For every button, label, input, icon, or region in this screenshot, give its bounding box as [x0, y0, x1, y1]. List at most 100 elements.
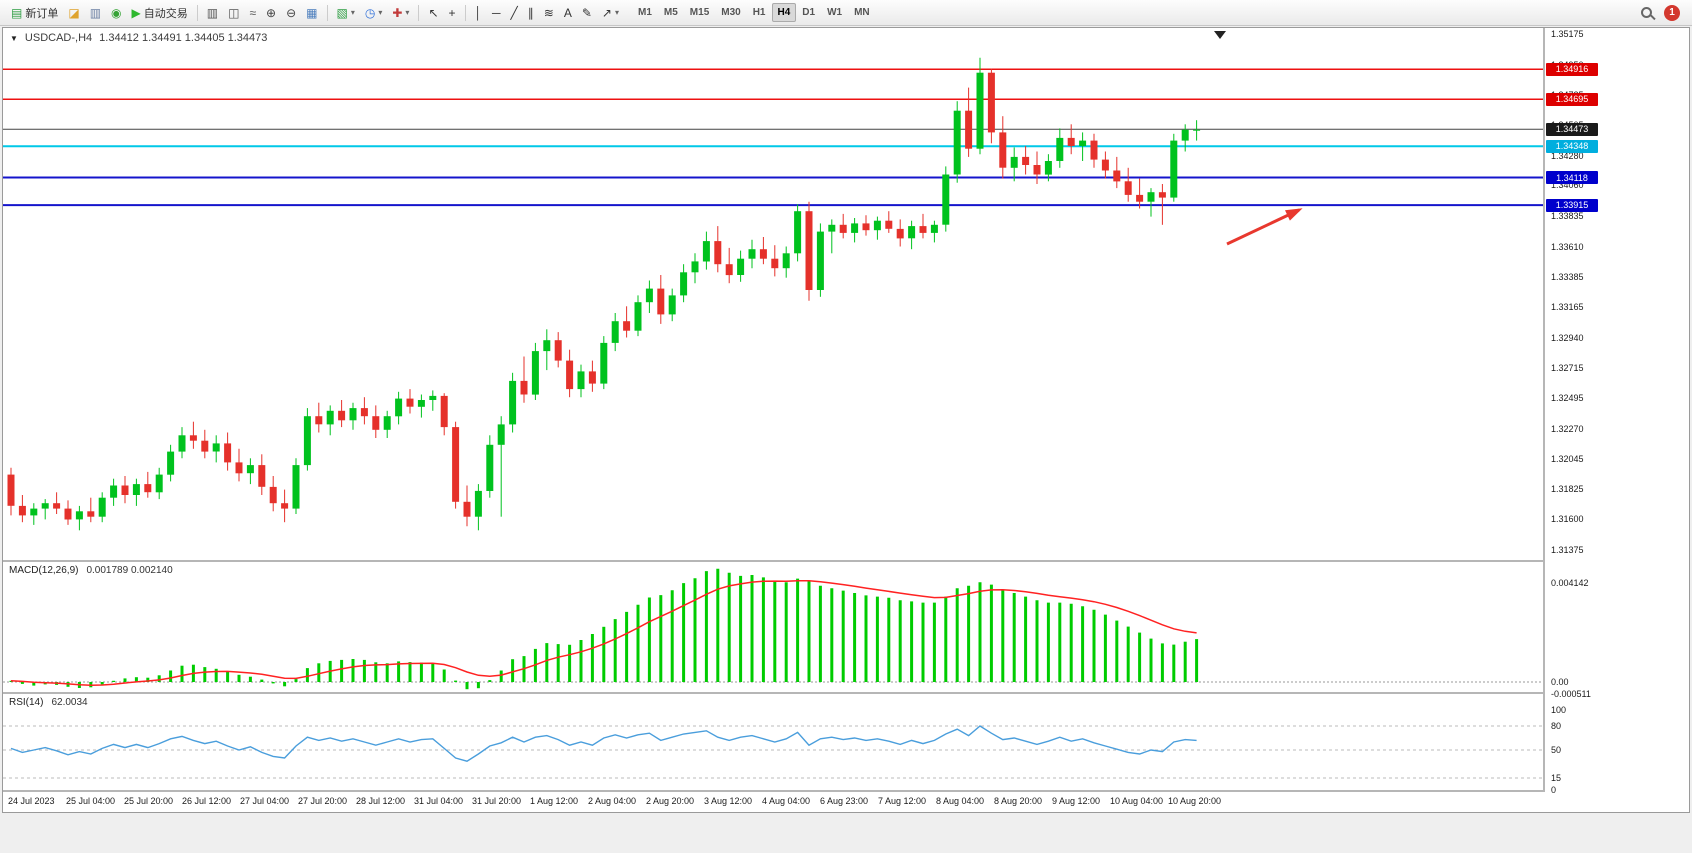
crosshair-button[interactable]: +	[444, 3, 461, 23]
channel-button[interactable]: ∥	[523, 3, 539, 23]
sound-alert-button[interactable]: ◉	[106, 3, 126, 23]
chart-header: ▼ USDCAD-,H4 1.34412 1.34491 1.34405 1.3…	[10, 32, 267, 44]
time-axis-label: 10 Aug 20:00	[1168, 796, 1222, 806]
line-chart-button[interactable]: ≈	[244, 3, 261, 23]
panel-separator[interactable]	[3, 692, 1689, 694]
rsi-value: 62.0034	[51, 697, 88, 708]
price-line-badge[interactable]: 1.34916	[1546, 62, 1598, 76]
rsi-axis-label: 100	[1551, 705, 1567, 715]
rsi-axis-label: 15	[1551, 773, 1562, 783]
time-axis-label: 2 Aug 04:00	[588, 796, 637, 806]
new-order-button[interactable]: ▤ 新订单	[6, 3, 63, 23]
time-axis-label: 27 Jul 04:00	[240, 796, 290, 806]
print-button[interactable]: ▥	[85, 3, 106, 23]
new-chart-icon: ▧	[336, 5, 348, 20]
timeframe-mn[interactable]: MN	[848, 3, 876, 22]
tile-windows-icon: ▦	[306, 5, 318, 20]
macd-panel[interactable]	[3, 562, 1543, 692]
axis-separator	[1543, 28, 1545, 792]
time-axis-label: 24 Jul 2023	[8, 796, 55, 806]
rsi-axis-label: 0	[1551, 785, 1557, 795]
toolbar-separator	[418, 4, 420, 21]
chart-profiles-button[interactable]: ◪	[63, 3, 84, 23]
notification-badge[interactable]: 1	[1664, 4, 1680, 21]
vertical-line-button[interactable]: │	[470, 3, 488, 23]
periods-button[interactable]: ◷ ▾	[360, 3, 388, 23]
trendline-button[interactable]: ╱	[506, 3, 523, 23]
macd-header: MACD(12,26,9) 0.001789 0.002140	[9, 565, 173, 576]
time-axis-label: 1 Aug 12:00	[530, 796, 579, 806]
auto-trading-button[interactable]: ▶ 自动交易	[127, 3, 193, 23]
toolbar-groups: ▤ 新订单 ◪ ▥ ◉ ▶ 自动交易 ▥ ◫ ≈ ⊕ ⊖ ▦ ▧ ▾ ◷ ▾ ✚ ▾ ↖ + │ ─ ╱ ∥ ≋ A ✎ ↗ ▾	[6, 3, 624, 23]
price-axis-label: 1.31375	[1551, 545, 1584, 555]
price-axis-label: 1.32495	[1551, 392, 1584, 403]
chevron-down-icon[interactable]: ▼	[10, 33, 18, 43]
price-line-badge[interactable]: 1.34118	[1546, 171, 1598, 184]
cursor-button[interactable]: ↖	[423, 3, 443, 23]
macd-label: MACD(12,26,9)	[9, 565, 79, 576]
text-label-button[interactable]: ✎	[577, 3, 597, 23]
panel-separator[interactable]	[3, 560, 1689, 562]
panel-separator[interactable]	[3, 790, 1689, 792]
time-axis-label: 26 Jul 12:00	[182, 796, 232, 806]
timeframe-bar: M1 M5 M15 M30 H1 H4 D1 W1 MN	[632, 3, 876, 22]
zoom-in-button[interactable]: ⊕	[261, 3, 281, 23]
toolbar-separator	[464, 4, 466, 21]
zoom-out-button[interactable]: ⊖	[281, 3, 301, 23]
trendline-icon: ╱	[510, 5, 518, 20]
arrows-button[interactable]: ↗ ▾	[597, 3, 624, 23]
candlestick-icon: ◫	[228, 5, 240, 20]
new-order-button-label: 新订单	[25, 7, 59, 20]
price-axis[interactable]: 1.351751.349501.347251.345051.342801.340…	[1545, 28, 1689, 812]
time-axis-label: 10 Aug 04:00	[1110, 796, 1164, 806]
timeframe-h1[interactable]: H1	[747, 3, 772, 22]
folder-icon: ◪	[68, 5, 80, 20]
chevron-down-icon: ▾	[350, 8, 355, 17]
timeframe-w1[interactable]: W1	[821, 3, 848, 22]
arrow-icon: ↗	[601, 5, 612, 20]
time-axis-label: 31 Jul 20:00	[472, 796, 522, 806]
fibonacci-icon: ≋	[543, 5, 554, 20]
tile-windows-button[interactable]: ▦	[301, 3, 322, 23]
toolbar-right: 1	[1641, 4, 1686, 21]
indicators-button[interactable]: ✚ ▾	[387, 3, 414, 23]
time-axis-label: 8 Aug 04:00	[936, 796, 985, 806]
bar-chart-button[interactable]: ▥	[202, 3, 223, 23]
time-axis-label: 7 Aug 12:00	[878, 796, 927, 806]
macd-axis-label: 0.004142	[1551, 577, 1589, 588]
timeframe-m5[interactable]: M5	[658, 3, 684, 22]
rsi-header: RSI(14) 62.0034	[9, 697, 88, 708]
candlestick-chart-button[interactable]: ◫	[223, 3, 244, 23]
horizontal-line-button[interactable]: ─	[487, 3, 506, 23]
text-button[interactable]: A	[559, 3, 577, 23]
price-line-badge[interactable]: 1.34695	[1546, 92, 1598, 106]
timeframe-m30[interactable]: M30	[715, 3, 746, 22]
new-order-icon: ▤	[11, 5, 23, 20]
timeframe-d1[interactable]: D1	[796, 3, 821, 22]
price-line-badge[interactable]: 1.34348	[1546, 139, 1598, 153]
clock-icon: ◷	[364, 5, 376, 20]
timeframe-h4[interactable]: H4	[771, 3, 797, 22]
chart-symbol-period: USDCAD-,H4	[24, 32, 93, 44]
time-axis-label: 2 Aug 20:00	[646, 796, 695, 806]
price-line-badge[interactable]: 1.33915	[1546, 198, 1598, 212]
cursor-icon: ↖	[428, 5, 439, 20]
timeframe-m1[interactable]: M1	[632, 3, 658, 22]
time-axis-label: 8 Aug 20:00	[994, 796, 1043, 806]
price-axis-label: 1.34060	[1551, 180, 1584, 191]
rsi-panel[interactable]	[3, 694, 1543, 790]
new-chart-button[interactable]: ▧ ▾	[332, 3, 360, 23]
macd-values: 0.001789 0.002140	[86, 565, 173, 576]
search-icon[interactable]	[1641, 7, 1652, 18]
chevron-down-icon: ▾	[405, 8, 410, 17]
price-line-badge[interactable]: 1.34473	[1546, 122, 1598, 136]
price-axis-label: 1.31600	[1551, 514, 1584, 525]
rsi-label: RSI(14)	[9, 697, 44, 708]
timeframe-m15[interactable]: M15	[684, 3, 715, 22]
line-chart-icon: ≈	[249, 5, 257, 20]
time-axis-label: 25 Jul 20:00	[124, 796, 174, 806]
price-chart[interactable]	[3, 28, 1543, 560]
time-axis[interactable]: 24 Jul 2023 25 Jul 04:00 25 Jul 20:00 26 Ju…	[3, 792, 1543, 812]
fibonacci-button[interactable]: ≋	[539, 3, 559, 23]
